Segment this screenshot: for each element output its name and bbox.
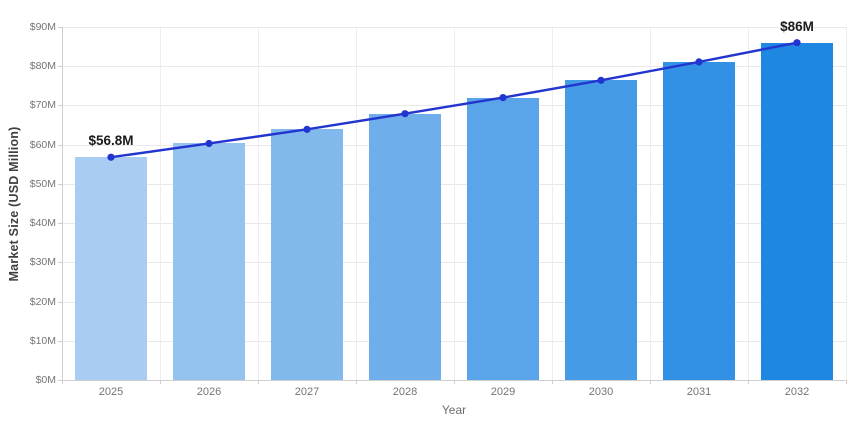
bar-2028[interactable]: [369, 113, 441, 380]
y-axis-tick: [58, 380, 62, 381]
y-axis-tick: [58, 340, 62, 342]
gridline-vertical: [258, 27, 259, 380]
x-axis-title: Year: [441, 403, 467, 417]
gridline-vertical: [552, 27, 553, 380]
gridline-vertical: [454, 27, 455, 380]
y-axis-tick: [58, 105, 62, 107]
bar-2025[interactable]: [75, 157, 147, 380]
bar-2029[interactable]: [467, 97, 539, 380]
bar-2026[interactable]: [173, 143, 245, 380]
x-axis-label-2031: 2031: [686, 386, 712, 398]
y-axis-tick: [58, 27, 62, 28]
x-axis-tick: [258, 380, 259, 384]
gridline-vertical: [846, 27, 847, 380]
trend-line: [110, 41, 798, 159]
y-axis-tick: [58, 262, 62, 264]
point-value-label: $86M: [780, 18, 814, 34]
data-point-2026[interactable]: [205, 139, 213, 148]
y-axis-tick: [58, 301, 62, 303]
bar-2032[interactable]: [761, 42, 833, 380]
y-axis-tick-label: $0M: [35, 374, 56, 386]
y-axis-tick-label: $30M: [29, 256, 56, 269]
point-value-label: $56.8M: [88, 133, 134, 149]
data-point-2025[interactable]: [107, 153, 115, 161]
x-axis-tick: [650, 380, 651, 384]
y-axis-tick-label: $20M: [29, 295, 56, 308]
x-axis-label-2026: 2026: [196, 386, 222, 398]
y-axis-tick: [58, 66, 62, 68]
plot-area: $56.8M $86M: [62, 19, 847, 381]
y-axis-tick-label: $60M: [29, 138, 56, 151]
gridline-vertical: [356, 27, 357, 380]
x-axis-label-2025: 2025: [98, 386, 124, 398]
data-point-2029[interactable]: [499, 94, 507, 102]
x-axis-tick: [846, 380, 847, 384]
y-axis-tick: [58, 223, 62, 225]
x-axis-tick: [160, 380, 161, 384]
y-axis-tick-label: $90M: [29, 21, 56, 33]
y-axis-tick-label: $10M: [29, 334, 56, 347]
x-axis-label-2032: 2032: [784, 386, 810, 398]
y-axis-tick-label: $50M: [29, 177, 56, 190]
data-point-2032[interactable]: [793, 39, 801, 47]
data-point-2027[interactable]: [303, 125, 311, 133]
x-axis-label-2028: 2028: [392, 386, 418, 398]
data-point-2030[interactable]: [597, 76, 605, 84]
x-axis-tick: [62, 380, 63, 384]
x-axis-tick: [454, 380, 455, 384]
bar-2027[interactable]: [271, 129, 343, 380]
data-point-2028[interactable]: [401, 110, 409, 118]
data-point-2031[interactable]: [695, 58, 703, 66]
gridline-vertical: [748, 27, 749, 380]
bar-2031[interactable]: [663, 61, 735, 380]
gridline-vertical: [160, 27, 161, 380]
y-axis-tick-label: $40M: [29, 217, 56, 230]
y-axis-tick-label: $70M: [29, 99, 56, 112]
x-axis-label-2027: 2027: [294, 386, 320, 398]
x-axis-tick: [748, 380, 749, 384]
x-axis-line: [62, 380, 846, 381]
x-axis-label-2029: 2029: [490, 386, 516, 398]
y-axis-tick: [58, 183, 62, 185]
trend-line-layer: [107, 39, 801, 161]
gridline-vertical: [650, 27, 651, 380]
x-axis-tick: [552, 380, 553, 384]
bar-2030[interactable]: [565, 80, 637, 380]
x-axis-tick: [356, 380, 357, 384]
y-axis-line: [62, 27, 63, 380]
x-axis-label-2030: 2030: [588, 386, 614, 398]
y-axis-tick-label: $80M: [29, 60, 56, 73]
y-axis-tick: [58, 144, 62, 146]
